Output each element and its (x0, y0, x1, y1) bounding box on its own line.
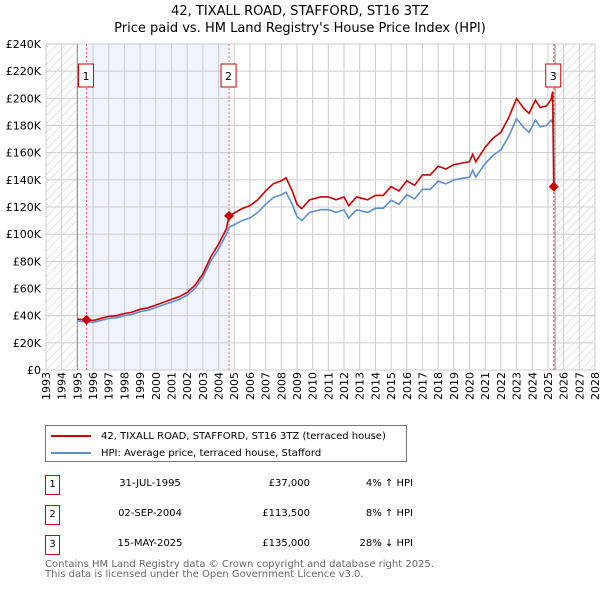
x-tick-label: 1996 (87, 372, 100, 400)
title: 42, TIXALL ROAD, STAFFORD, ST16 3TZ (171, 4, 429, 19)
hpi-line (77, 111, 555, 324)
x-tick-label: 2003 (197, 372, 210, 400)
sale-hpi: 4% ↑ HPI (365, 478, 413, 489)
x-tick-label: 1995 (71, 372, 84, 400)
legend: 42, TIXALL ROAD, STAFFORD, ST16 3TZ (ter… (45, 425, 407, 462)
x-tick-label: 2023 (511, 372, 524, 400)
sale-price: £135,000 (262, 538, 310, 549)
x-tick-label: 2009 (291, 372, 304, 400)
sale-label-box (220, 63, 237, 88)
x-tick-label: 1998 (118, 372, 131, 400)
chart-title: 42, TIXALL ROAD, STAFFORD, ST16 3TZ Pric… (0, 3, 600, 37)
x-tick-label: 2014 (369, 372, 382, 400)
x-tick-label: 2012 (338, 372, 351, 400)
y-tick-label: £100K (6, 228, 42, 241)
red-line-swatch (51, 435, 91, 437)
legend-item-price: 42, TIXALL ROAD, STAFFORD, ST16 3TZ (ter… (51, 428, 386, 444)
y-tick-label: £120K (6, 201, 42, 214)
x-tick-label: 2026 (558, 372, 571, 400)
sale-price: £113,500 (262, 508, 310, 519)
sale-label: 1 (82, 70, 89, 83)
y-tick-label: £200K (6, 92, 42, 105)
x-tick-label: 2008 (275, 372, 288, 400)
x-tick-label: 2019 (448, 372, 461, 400)
x-tick-label: 2006 (244, 372, 257, 400)
blue-line-swatch (51, 452, 91, 454)
footer-copyright: Contains HM Land Registry data © Crown c… (45, 559, 434, 570)
sale-label-box (545, 63, 562, 88)
sale-date: 02-SEP-2004 (118, 508, 182, 519)
sale-date: 31-JUL-1995 (119, 478, 181, 489)
subtitle: Price paid vs. HM Land Registry's House … (114, 21, 486, 36)
sale-label: 3 (550, 70, 557, 83)
sale-point-marker (224, 210, 235, 221)
chart: 1993 1994 1995 1996 1997 1998 1999 2000 2001 2002… (6, 38, 600, 400)
x-tick-label: 2017 (416, 372, 429, 400)
x-tick-label: 2004 (213, 372, 226, 400)
y-tick-label: £40K (13, 310, 42, 323)
y-tick-label: £80K (13, 255, 42, 268)
x-tick-label: 2013 (354, 372, 367, 400)
sale-marker-badge: 2 (45, 505, 60, 525)
y-tick-label: £140K (6, 174, 42, 187)
sale-hpi: 28% ↓ HPI (359, 538, 413, 549)
footer-licence: This data is licensed under the Open Gov… (45, 569, 364, 580)
x-tick-label: 2018 (432, 372, 445, 400)
y-tick-label: £160K (6, 147, 42, 160)
x-tick-label: 2022 (495, 372, 508, 400)
sale-hpi: 8% ↑ HPI (365, 508, 413, 519)
x-tick-label: 2007 (260, 372, 273, 400)
y-tick-label: £0 (27, 364, 41, 377)
x-tick-label: 2011 (322, 372, 335, 400)
x-tick-label: 2028 (589, 372, 600, 400)
x-tick-label: 1994 (56, 372, 69, 400)
legend-label: HPI: Average price, terraced house, Staf… (101, 447, 322, 459)
sale-marker-badge: 3 (45, 535, 60, 555)
x-tick-label: 1997 (103, 372, 116, 400)
sale-marker-badge: 1 (45, 475, 60, 495)
x-tick-label: 2025 (542, 372, 555, 400)
x-tick-label: 2020 (464, 372, 477, 400)
footer: Contains HM Land Registry data © Crown c… (45, 560, 434, 580)
x-tick-label: 2015 (385, 372, 398, 400)
x-tick-label: 2005 (228, 372, 241, 400)
legend-label: 42, TIXALL ROAD, STAFFORD, ST16 3TZ (ter… (101, 430, 386, 442)
x-tick-label: 1999 (134, 372, 147, 400)
sale-point-marker (81, 314, 92, 325)
x-tick-label: 2027 (573, 372, 586, 400)
sale-label: 2 (225, 70, 232, 83)
y-tick-label: £60K (13, 283, 42, 296)
legend-item-hpi: HPI: Average price, terraced house, Staf… (51, 445, 321, 461)
x-tick-label: 2024 (526, 372, 539, 400)
sale-price: £37,000 (268, 478, 310, 489)
x-tick-label: 2001 (165, 372, 178, 400)
x-tick-label: 2021 (479, 372, 492, 400)
sale-date: 15-MAY-2025 (117, 538, 183, 549)
y-tick-label: £240K (6, 38, 42, 51)
y-tick-label: £180K (6, 120, 42, 133)
x-tick-label: 2010 (307, 372, 320, 400)
x-tick-label: 2016 (401, 372, 414, 400)
x-tick-label: 1993 (40, 372, 53, 400)
sale-point-marker (548, 181, 559, 192)
sale-label-box (77, 63, 94, 88)
x-tick-label: 2000 (150, 372, 163, 400)
y-tick-label: £20K (13, 337, 42, 350)
y-tick-label: £220K (6, 65, 42, 78)
x-tick-label: 2002 (181, 372, 194, 400)
price-paid-line (77, 91, 555, 322)
